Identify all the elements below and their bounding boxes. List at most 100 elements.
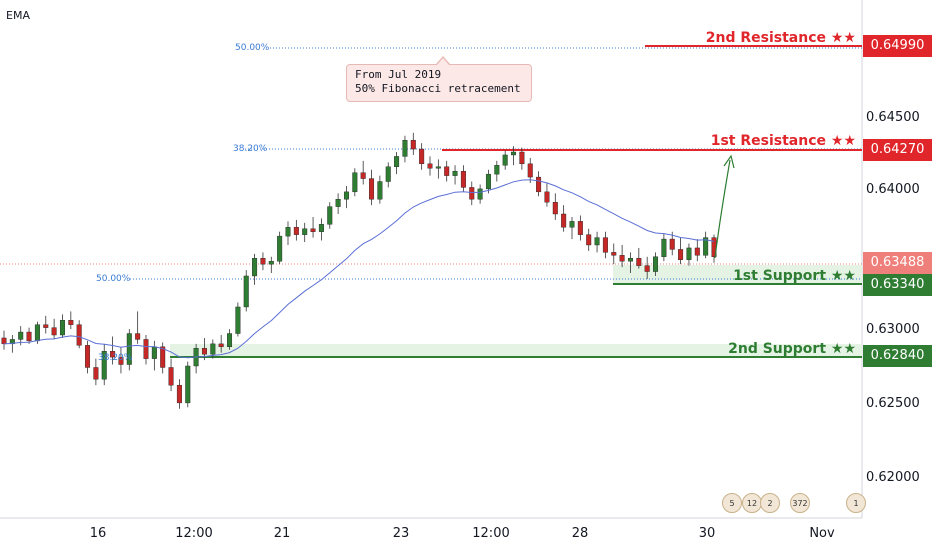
callout-line-2: 50% Fibonacci retracement bbox=[355, 82, 521, 95]
candle-body bbox=[519, 151, 525, 165]
time-tick: 16 bbox=[89, 526, 107, 541]
event-flag-icon[interactable]: 2 bbox=[760, 493, 780, 513]
candle-body bbox=[93, 367, 99, 380]
ema-line bbox=[3, 179, 715, 359]
candle-body bbox=[160, 346, 166, 368]
candle-body bbox=[1, 337, 7, 345]
candle-body bbox=[151, 346, 157, 359]
candle-body bbox=[252, 258, 258, 277]
candle-body bbox=[385, 166, 391, 182]
candle-body bbox=[594, 237, 600, 246]
callout-line-1: From Jul 2019 bbox=[355, 68, 442, 81]
candle-body bbox=[394, 156, 400, 167]
resistance-1-price-tag: 0.64270 bbox=[863, 139, 932, 161]
candle-body bbox=[377, 181, 383, 200]
candle-body bbox=[561, 213, 567, 228]
candle-body bbox=[343, 191, 349, 200]
candle-body bbox=[318, 224, 324, 232]
fib-low-label: 38.20% bbox=[98, 353, 133, 363]
resistance-1-label: 1st Resistance ★★ bbox=[710, 133, 856, 149]
candle-body bbox=[235, 306, 241, 334]
candle-body bbox=[126, 333, 132, 365]
candle-body bbox=[452, 170, 458, 176]
support-2-label: 2nd Support ★★ bbox=[728, 341, 856, 357]
price-tick: 0.64500 bbox=[866, 110, 920, 125]
resistance-2-price-tag: 0.64990 bbox=[863, 35, 932, 57]
candle-body bbox=[85, 345, 91, 368]
price-tick: 0.64000 bbox=[866, 182, 920, 197]
candle-body bbox=[268, 261, 274, 265]
candle-body bbox=[360, 172, 366, 179]
candle-body bbox=[627, 258, 633, 262]
candle-body bbox=[59, 320, 65, 336]
candle-body bbox=[427, 163, 433, 169]
price-tick: 0.62500 bbox=[866, 396, 920, 411]
candle-body bbox=[536, 176, 542, 193]
candle-body bbox=[277, 235, 283, 262]
candle-body bbox=[477, 188, 483, 200]
indicator-label: EMA bbox=[6, 9, 30, 22]
candle-body bbox=[369, 178, 375, 200]
candle-body bbox=[644, 265, 650, 272]
candle-body bbox=[678, 249, 684, 260]
fib-top-50-label: 50.00% bbox=[235, 43, 270, 53]
price-tick: 0.62000 bbox=[866, 470, 920, 485]
candle-body bbox=[586, 234, 592, 246]
event-flag-icon[interactable]: 1 bbox=[846, 493, 866, 513]
candle-body bbox=[552, 201, 558, 215]
candle-body bbox=[444, 166, 450, 176]
candle-body bbox=[18, 331, 24, 340]
candle-body bbox=[661, 238, 667, 257]
time-tick: 12:00 bbox=[175, 526, 213, 541]
candle-body bbox=[26, 331, 32, 342]
candle-body bbox=[703, 237, 709, 256]
candle-body bbox=[118, 356, 124, 365]
candle-body bbox=[602, 237, 608, 253]
candle-body bbox=[494, 165, 500, 175]
time-tick: 23 bbox=[392, 526, 410, 541]
candle-body bbox=[143, 339, 149, 359]
candle-body bbox=[527, 163, 533, 178]
support-1-label: 1st Support ★★ bbox=[733, 268, 856, 284]
candle-body bbox=[34, 324, 40, 342]
time-tick: Nov bbox=[809, 526, 835, 541]
time-tick: 28 bbox=[571, 526, 589, 541]
candle-body bbox=[544, 191, 550, 203]
candle-body bbox=[402, 139, 408, 157]
time-tick: 30 bbox=[698, 526, 716, 541]
candle-body bbox=[469, 187, 475, 200]
event-flag-icon[interactable]: 5 bbox=[722, 493, 742, 513]
candle-body bbox=[243, 275, 249, 308]
candle-body bbox=[302, 228, 308, 235]
candle-body bbox=[669, 238, 675, 250]
event-flag-icon[interactable]: 12 bbox=[742, 493, 762, 513]
projection-arrow bbox=[714, 154, 735, 259]
candle-body bbox=[101, 351, 107, 380]
callout-pointer-fill bbox=[437, 58, 449, 65]
candle-body bbox=[611, 252, 617, 256]
current-price-tag: 0.63488 bbox=[863, 252, 932, 274]
candle-body bbox=[185, 365, 191, 404]
candle-body bbox=[76, 324, 82, 346]
candle-body bbox=[227, 333, 233, 348]
candle-body bbox=[293, 227, 299, 235]
candle-body bbox=[435, 166, 441, 169]
candle-body bbox=[485, 173, 491, 190]
candle-body bbox=[310, 228, 316, 232]
candle-body bbox=[569, 221, 575, 228]
candle-body bbox=[68, 320, 74, 325]
time-tick: 12:00 bbox=[472, 526, 510, 541]
time-tick: 21 bbox=[273, 526, 291, 541]
candle-body bbox=[686, 247, 692, 260]
fib-382-label: 38.20% bbox=[233, 144, 268, 154]
candle-body bbox=[619, 255, 625, 262]
event-flag-icon[interactable]: 372 bbox=[790, 493, 810, 513]
candle-body bbox=[110, 351, 116, 358]
candle-body bbox=[201, 348, 207, 355]
candle-body bbox=[636, 258, 642, 266]
support-zone-2 bbox=[170, 344, 862, 357]
fib-callout: From Jul 2019 50% Fibonacci retracement bbox=[346, 64, 532, 102]
resistance-2-label: 2nd Resistance ★★ bbox=[705, 30, 856, 46]
candle-body bbox=[218, 343, 224, 348]
candle-body bbox=[410, 139, 416, 150]
